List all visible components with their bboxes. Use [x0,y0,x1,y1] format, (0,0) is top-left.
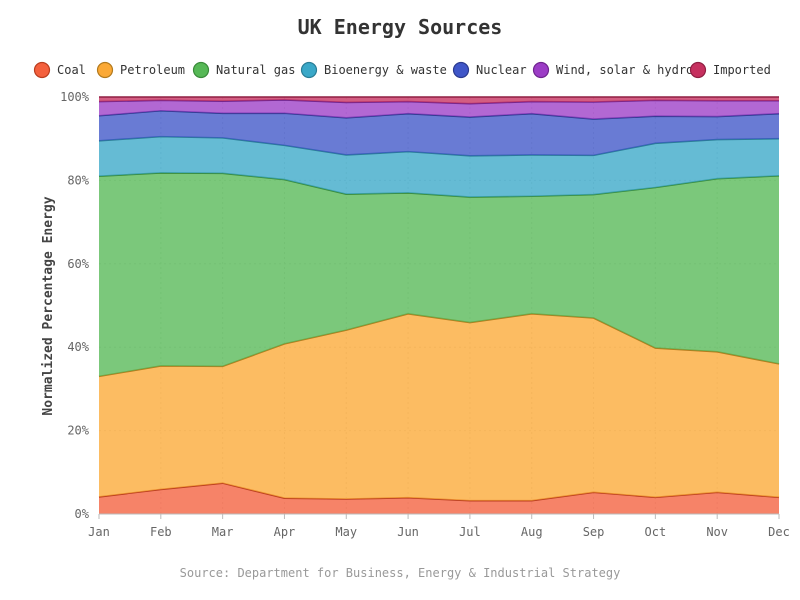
chart-title: UK Energy Sources [298,15,503,39]
area-wind-solar-hydro [99,99,779,120]
x-tick-label: Nov [706,525,728,539]
y-tick-label: 0% [75,507,90,521]
y-axis-ticks: 0% 20% 40% 60% 80% 100% [60,90,90,521]
area-petroleum [99,313,779,501]
y-tick-label: 100% [60,90,90,104]
x-tick-label: Mar [212,525,234,539]
legend-item-coal[interactable]: Coal [33,61,86,79]
y-tick-label: 60% [67,257,89,271]
legend-label-natural-gas: Natural gas [216,63,295,77]
legend-swatch-nuclear [452,61,470,79]
legend-label-imported: Imported [713,63,771,77]
source-note: Source: Department for Business, Energy … [180,566,621,580]
x-tick-label: Jul [459,525,481,539]
legend-label-wind-solar-hydro: Wind, solar & hydro [556,63,693,77]
x-tick-label: Feb [150,525,172,539]
y-axis-label: Normalized Percentage Energy [41,196,56,415]
legend-swatch-imported [689,61,707,79]
legend-swatch-wind-solar-hydro [532,61,550,79]
legend-swatch-petroleum [96,61,114,79]
legend-label-nuclear: Nuclear [476,63,527,77]
legend-item-wind-solar-hydro[interactable]: Wind, solar & hydro [532,61,694,79]
area-bioenergy-waste [99,136,779,198]
legend-label-bioenergy-waste: Bioenergy & waste [324,63,447,77]
legend-swatch-natural-gas [192,61,210,79]
legend-item-imported[interactable]: Imported [689,61,771,79]
area-natural-gas [99,172,779,377]
y-tick-label: 40% [67,340,89,354]
legend-item-petroleum[interactable]: Petroleum [96,61,186,79]
legend-swatch-bioenergy-waste [300,61,318,79]
x-tick-label: Sep [583,525,605,539]
area-imported [99,97,779,104]
y-tick-label: 20% [67,424,89,438]
area-layers [98,96,780,514]
legend-item-nuclear[interactable]: Nuclear [452,61,527,79]
legend-swatch-coal [33,61,51,79]
legend-item-bioenergy-waste[interactable]: Bioenergy & waste [300,61,447,79]
x-tick-label: Jun [397,525,419,539]
area-nuclear [99,110,779,156]
x-tick-label: Aug [521,525,543,539]
x-tick-label: Jan [88,525,110,539]
area-coal [99,483,779,514]
legend-label-coal: Coal [57,63,86,77]
x-tick-label: May [335,525,357,539]
legend-item-natural-gas[interactable]: Natural gas [192,61,296,79]
x-tick-label: Oct [645,525,667,539]
y-tick-label: 80% [67,173,89,187]
x-tick-label: Dec [768,525,790,539]
x-tick-label: Apr [274,525,296,539]
legend: Coal Petroleum Natural gas Bioenergy & wast… [33,61,771,79]
x-axis-ticks: Jan Feb Mar Apr May Jun Jul Aug Sep Oct Nov Dec [88,514,790,539]
legend-label-petroleum: Petroleum [120,63,185,77]
